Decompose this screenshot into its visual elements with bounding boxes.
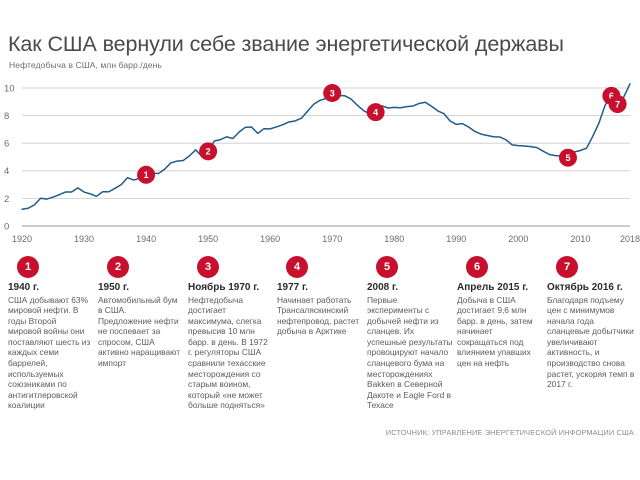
- card-heading: 1940 г.: [8, 282, 39, 293]
- card-heading: Октябрь 2016 г.: [547, 282, 623, 293]
- chart-marker-4[interactable]: 4: [366, 103, 385, 122]
- y-axis-tick-label: 2: [4, 194, 9, 205]
- marker-circle: [558, 148, 577, 167]
- x-axis-tick-label: 2000: [508, 234, 528, 244]
- marker-circle: [323, 83, 342, 102]
- y-axis-tick-label: 4: [4, 166, 9, 177]
- page-title: Как США вернули себе звание энергетическ…: [8, 32, 564, 56]
- card-badge-2: 2: [107, 256, 129, 278]
- marker-number: 7: [615, 99, 620, 109]
- y-axis-tick-label: 10: [4, 83, 15, 94]
- marker-number: 3: [330, 88, 335, 98]
- marker-number: 4: [373, 107, 378, 117]
- card-body-text: Благодаря подъему цен с минимумов начала…: [547, 294, 635, 390]
- x-axis-tick-label: 1970: [322, 234, 342, 244]
- card-body-text: Автомобильный бум в США. Предложение неф…: [98, 294, 181, 368]
- card-heading: 1977 г.: [277, 282, 308, 293]
- x-axis-tick-label: 1960: [260, 234, 280, 244]
- y-axis-tick-label: 0: [4, 221, 9, 232]
- card-body-text: Начинает работать Трансаляскинский нефте…: [277, 294, 360, 337]
- card-heading: Апрель 2015 г.: [457, 282, 529, 293]
- chart-marker-2[interactable]: 2: [199, 142, 218, 161]
- y-axis-tick-label: 8: [4, 111, 9, 122]
- series-line: [21, 83, 631, 211]
- x-axis-tick-label: 1980: [384, 234, 404, 244]
- card-badge-3: 3: [197, 256, 219, 278]
- marker-number: 1: [144, 170, 149, 180]
- marker-circle: [366, 103, 385, 122]
- card-badge-7: 7: [556, 256, 578, 278]
- x-axis-tick-label: 1920: [12, 234, 32, 244]
- annotation-card-1[interactable]: 1 1940 г. США добывают 63% мировой нефти. …: [8, 256, 92, 411]
- y-axis-tick-label: 6: [4, 139, 9, 150]
- x-axis-tick-label: 1990: [446, 234, 466, 244]
- annotation-card-5[interactable]: 5 2008 г. Первые эксперименты с добычей не…: [367, 256, 453, 411]
- annotation-cards: 1 1940 г. США добывают 63% мировой нефти. …: [0, 256, 640, 446]
- chart-marker-7[interactable]: 7: [608, 95, 627, 114]
- chart-canvas: 0 2 4 6 8 10 1920 1930 1940 1950 1960 1970 1980 1990 2…: [4, 83, 640, 244]
- marker-circle: [137, 165, 156, 184]
- x-axis-tick-label: 2010: [570, 234, 590, 244]
- card-body-text: США добывают 63% мировой нефти. В годы В…: [8, 294, 91, 411]
- x-axis-tick-label: 2018: [620, 234, 640, 244]
- x-axis-tick-label: 1930: [74, 234, 94, 244]
- chart-marker-5[interactable]: 5: [558, 148, 577, 167]
- source-note: ИСТОЧНИК: УПРАВЛЕНИЕ ЭНЕРГЕТИЧЕСКОЙ ИНФО…: [385, 428, 634, 437]
- x-axis-tick-label: 1940: [136, 234, 156, 244]
- card-body-text: Добыча в США достигает 9,6 млн барр. в д…: [457, 294, 533, 368]
- annotation-card-2[interactable]: 2 1950 г. Автомобильный бум в США. Предлож…: [98, 256, 182, 369]
- marker-circle: [608, 95, 627, 114]
- card-badge-6: 6: [466, 256, 488, 278]
- annotation-card-7[interactable]: 7 Октябрь 2016 г. Благодаря подъему цен с …: [547, 256, 637, 390]
- card-heading: 1950 г.: [98, 282, 129, 293]
- annotation-card-3[interactable]: 3 Ноябрь 1970 г. Нефтедобыча достигает мак…: [188, 256, 274, 411]
- card-heading: 2008 г.: [367, 282, 398, 293]
- chart-marker-3[interactable]: 3: [323, 83, 342, 102]
- chart-marker-1[interactable]: 1: [137, 165, 156, 184]
- chart-subtitle: Нефтедобыча в США, млн барр./день: [9, 60, 162, 70]
- marker-circle: [199, 142, 218, 161]
- oil-production-line-chart: 0 2 4 6 8 10 1920 1930 1940 1950 1960 1970 1980 1990 2…: [0, 78, 640, 248]
- card-body-text: Нефтедобыча достигает максимума, слегка …: [188, 294, 268, 411]
- x-axis-tick-label: 1950: [198, 234, 218, 244]
- marker-number: 6: [609, 91, 614, 101]
- card-heading: Ноябрь 1970 г.: [188, 282, 260, 293]
- card-badge-5: 5: [376, 256, 398, 278]
- annotation-card-4[interactable]: 4 1977 г. Начинает работать Трансаляскинск…: [277, 256, 363, 337]
- marker-number: 2: [206, 147, 211, 157]
- annotation-card-6[interactable]: 6 Апрель 2015 г. Добыча в США достигает 9,…: [457, 256, 543, 369]
- card-badge-4: 4: [286, 256, 308, 278]
- card-badge-1: 1: [17, 256, 39, 278]
- card-body-text: Первые эксперименты с добычей нефти из с…: [367, 294, 453, 411]
- marker-number: 5: [565, 153, 570, 163]
